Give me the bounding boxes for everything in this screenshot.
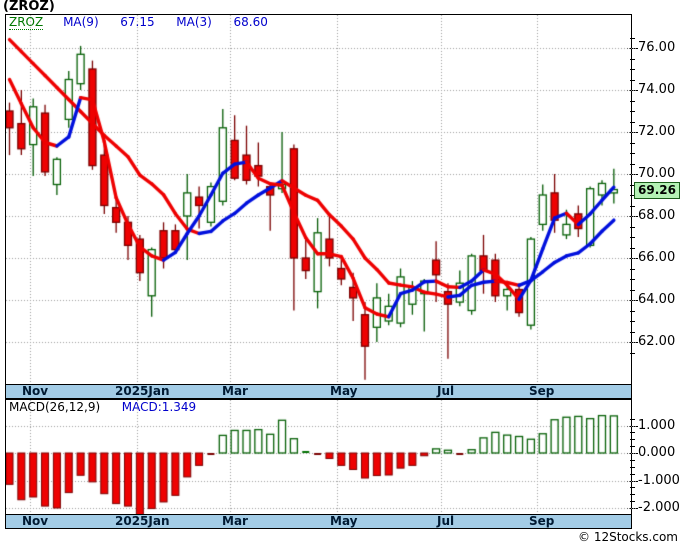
y-axis-label: 1.000 [638,418,676,433]
y-axis-label: 62.00 [638,334,676,349]
price-chart-canvas [6,15,631,384]
y-axis-label: 66.00 [638,250,676,265]
y-axis-label: 70.00 [638,166,676,181]
macd-current-value: MACD:1.349 [121,400,197,414]
month-label: Jul [437,384,455,398]
last-price-tag: 69.26 [634,182,680,199]
ma3-label: MA(3) [176,15,212,29]
ma9-label: MA(9) [63,15,99,29]
month-label: Nov [22,384,49,398]
month-label: 2025Jan [115,384,170,398]
macd-chart-canvas [6,400,631,514]
page-title: (ZROZ) [3,0,55,14]
month-label: Sep [529,384,555,398]
y-axis-label: -1.000 [638,473,680,488]
y-axis-label: 72.00 [638,124,676,139]
copyright-link[interactable]: © 12Stocks.com [578,530,678,544]
y-axis-label: 68.00 [638,208,676,223]
y-axis-label: 64.00 [638,292,676,307]
macd-params-label: MACD(26,12,9) [9,400,101,414]
month-label: Mar [222,384,248,398]
price-panel: ZROZ MA(9) 67.15 MA(3) 68.60 Nov 2025Jan M… [5,14,632,399]
y-axis-label: 74.00 [638,82,676,97]
macd-month-axis: Nov 2025Jan Mar May Jul Sep [6,514,631,528]
month-label: Mar [222,514,248,528]
macd-panel: MACD(26,12,9) MACD:1.349 Nov 2025Jan Mar Ma… [5,399,632,529]
y-axis-label: 76.00 [638,40,676,55]
month-label: May [330,384,358,398]
macd-legend: MACD(26,12,9) MACD:1.349 [9,401,196,414]
month-label: Nov [22,514,49,528]
y-axis-label: 0.000 [638,445,676,460]
month-label: Sep [529,514,555,528]
ma9-value: 67.15 [120,15,155,29]
month-label: Jul [437,514,455,528]
price-legend: ZROZ MA(9) 67.15 MA(3) 68.60 [9,15,268,30]
month-label: 2025Jan [115,514,170,528]
price-month-axis: Nov 2025Jan Mar May Jul Sep [6,384,631,398]
symbol-link[interactable]: ZROZ [9,15,44,30]
ma3-value: 68.60 [233,15,268,29]
y-axis-label: -2.000 [638,500,680,515]
month-label: May [330,514,358,528]
